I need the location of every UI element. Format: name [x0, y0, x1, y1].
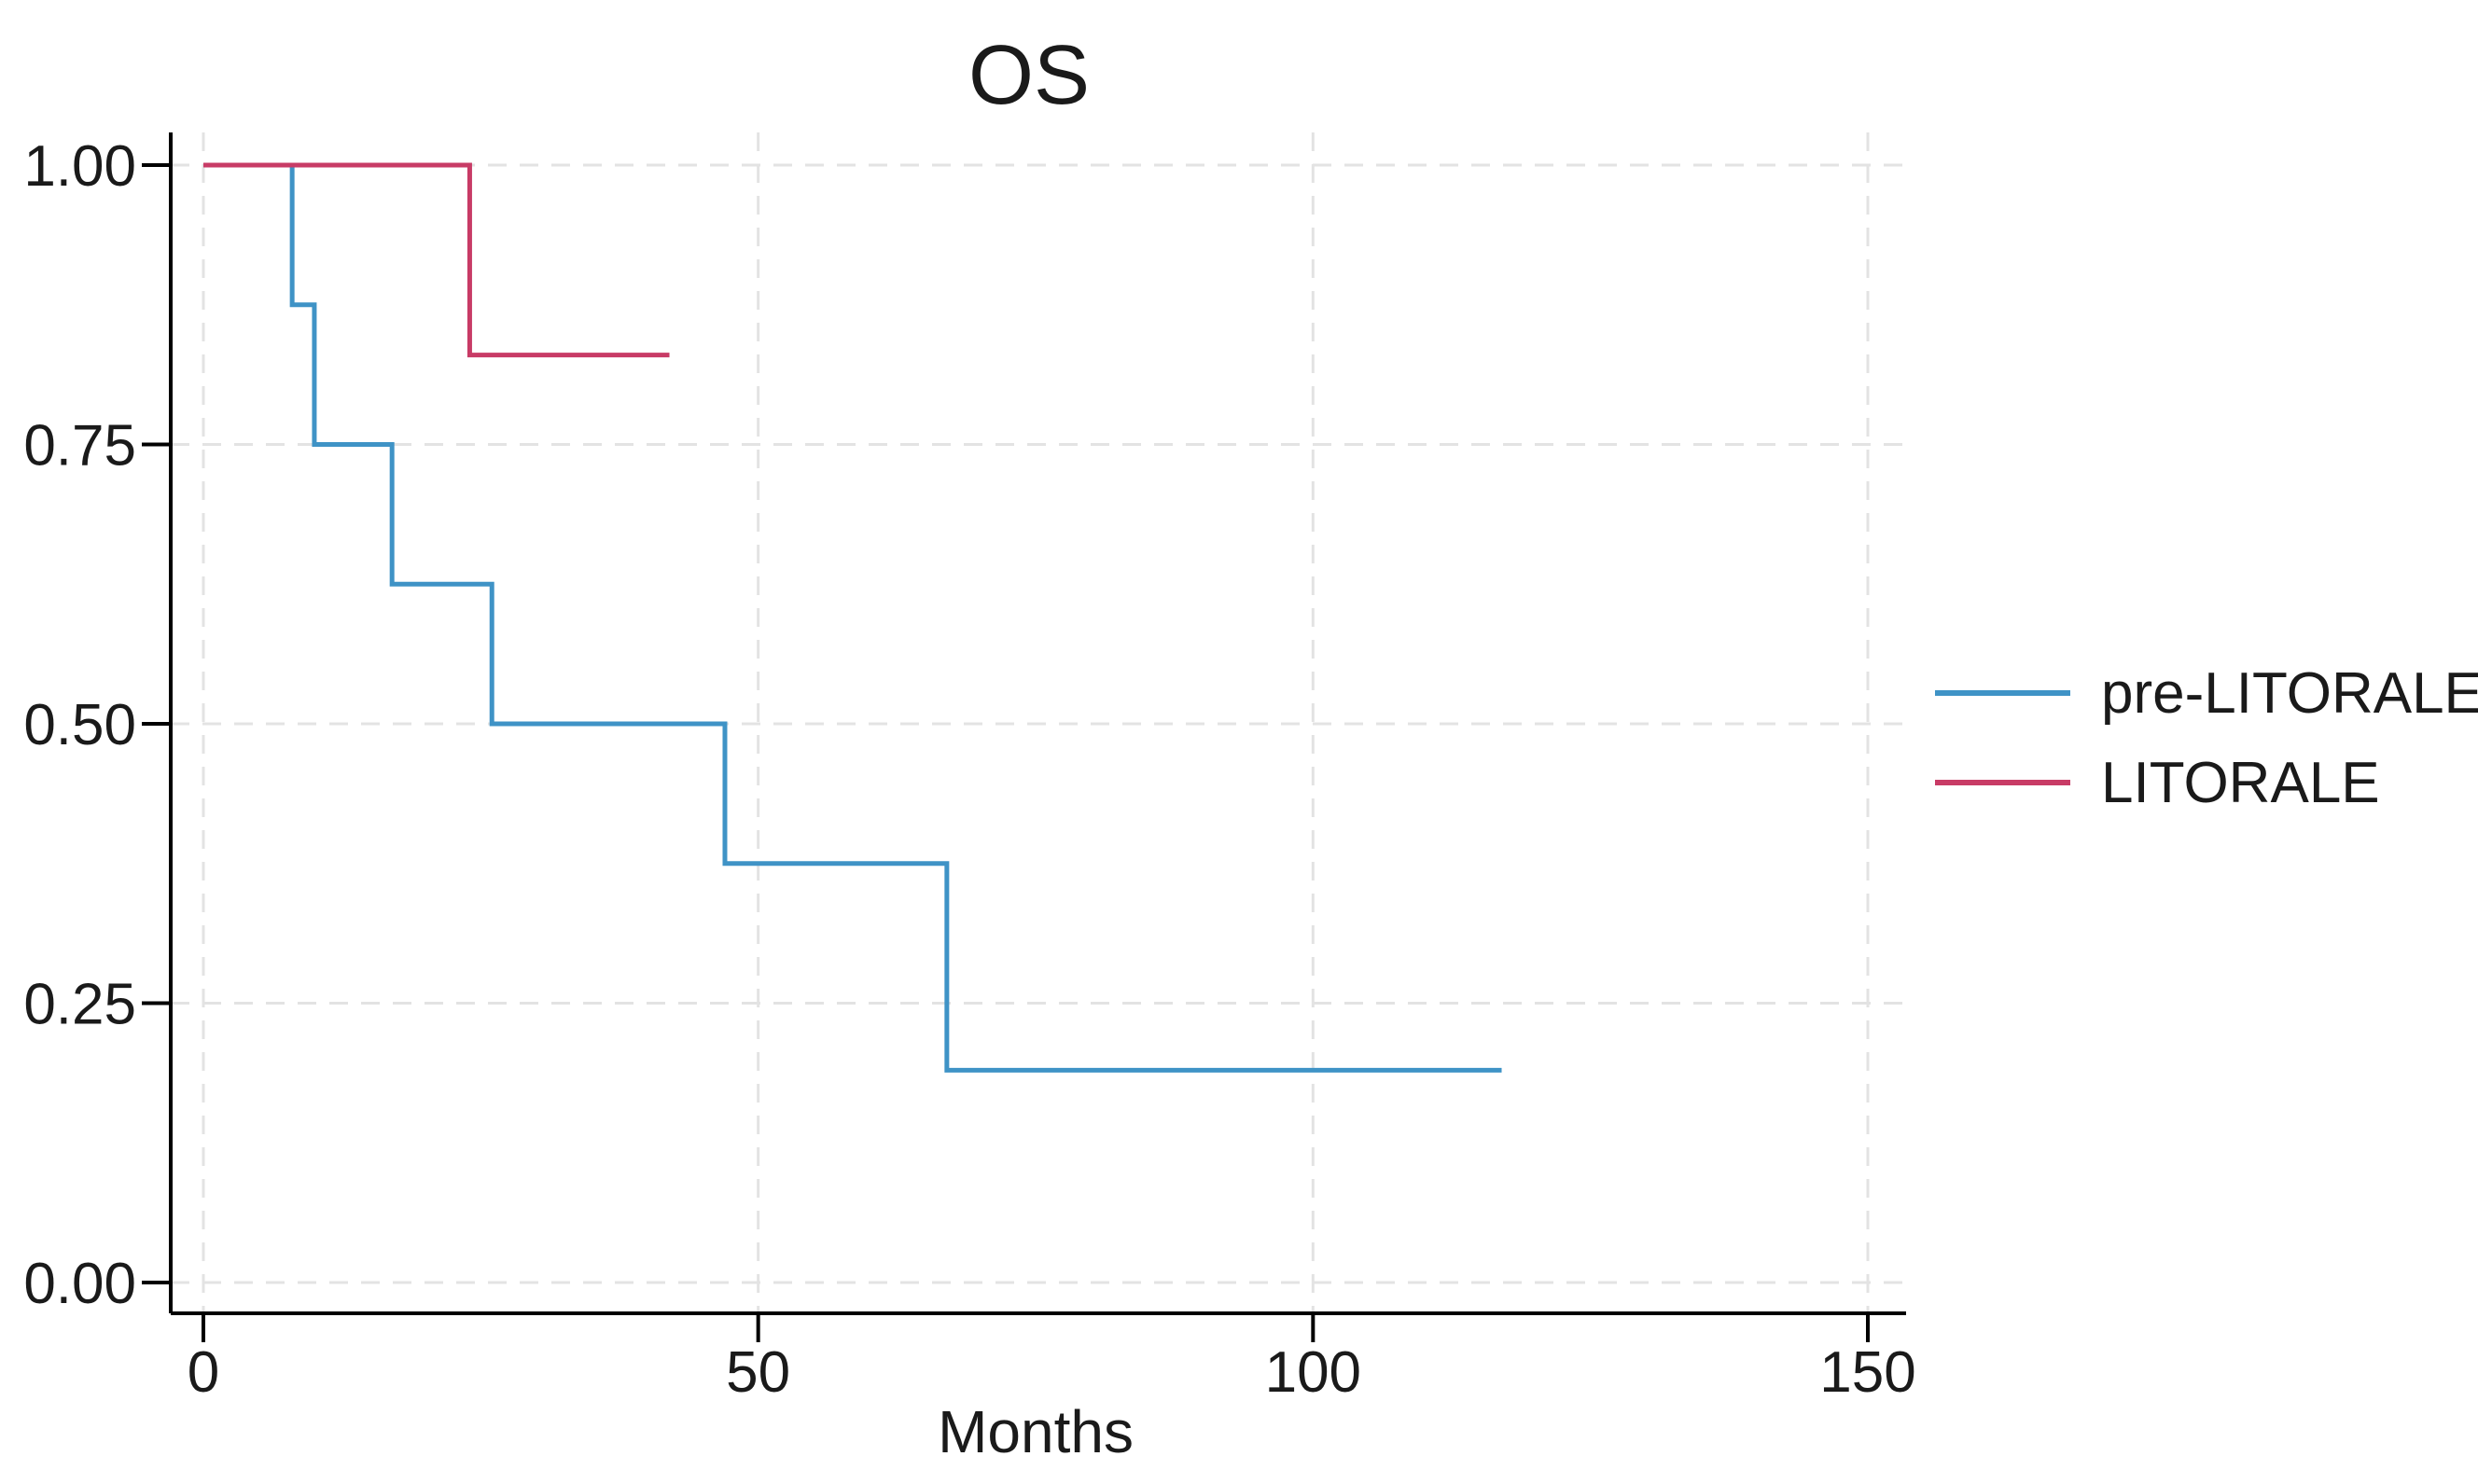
- y-tick-label: 1.00: [23, 134, 136, 199]
- legend-item-litorale: LITORALE: [1935, 738, 2478, 827]
- legend-line-pre-litorale-icon: [1935, 690, 2070, 696]
- legend-label-litorale: LITORALE: [2101, 750, 2380, 815]
- y-tick-label: 0.00: [23, 1252, 136, 1316]
- legend-line-litorale-icon: [1935, 780, 2070, 785]
- y-tick-label: 0.75: [23, 414, 136, 478]
- chart-title: OS: [968, 29, 1091, 122]
- legend: pre-LITORALE LITORALE: [1935, 648, 2478, 827]
- legend-item-pre-litorale: pre-LITORALE: [1935, 648, 2478, 738]
- x-tick-label: 0: [188, 1340, 219, 1405]
- x-tick-label: 100: [1265, 1340, 1361, 1405]
- series-litorale: [203, 162, 670, 358]
- y-tick-label: 0.50: [23, 693, 136, 757]
- x-tick-label: 150: [1819, 1340, 1915, 1405]
- legend-label-pre-litorale: pre-LITORALE: [2101, 660, 2478, 726]
- y-tick-label: 0.25: [23, 973, 136, 1037]
- x-axis-title: Months: [938, 1398, 1134, 1465]
- series-pre-litorale: [203, 162, 1502, 1073]
- x-tick-label: 50: [726, 1340, 790, 1405]
